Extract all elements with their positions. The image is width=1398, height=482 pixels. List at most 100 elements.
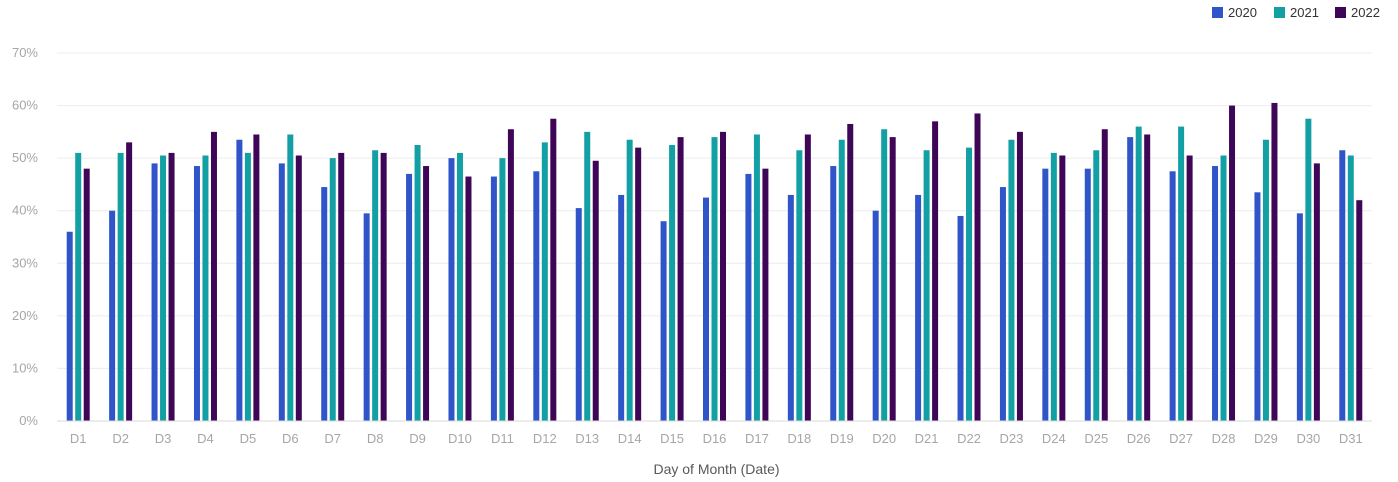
bar-2021-D12[interactable] xyxy=(541,142,548,421)
bar-2020-D4[interactable] xyxy=(193,166,200,421)
bar-2020-D7[interactable] xyxy=(321,187,328,421)
bar-2022-D29[interactable] xyxy=(1271,102,1278,421)
bar-2022-D7[interactable] xyxy=(338,152,345,421)
bar-2022-D1[interactable] xyxy=(83,168,90,421)
bar-2021-D24[interactable] xyxy=(1050,152,1057,421)
bar-2020-D3[interactable] xyxy=(151,163,158,421)
bar-2021-D3[interactable] xyxy=(160,155,167,421)
bar-2020-D19[interactable] xyxy=(830,166,837,421)
bar-2021-D30[interactable] xyxy=(1305,118,1312,422)
bar-2022-D22[interactable] xyxy=(974,113,981,422)
legend-label-2021[interactable]: 2021 xyxy=(1290,5,1319,20)
bar-2022-D16[interactable] xyxy=(720,131,726,422)
bar-2021-D4[interactable] xyxy=(202,155,209,421)
bar-2020-D9[interactable] xyxy=(406,173,413,421)
bar-2021-D10[interactable] xyxy=(456,152,463,421)
bar-2022-D13[interactable] xyxy=(592,160,599,421)
bar-2021-D25[interactable] xyxy=(1093,150,1100,421)
bar-2020-D25[interactable] xyxy=(1084,168,1091,421)
bar-2020-D22[interactable] xyxy=(957,215,964,421)
bar-2022-D21[interactable] xyxy=(932,121,939,421)
bar-2020-D17[interactable] xyxy=(745,173,752,421)
bar-2022-D12[interactable] xyxy=(550,118,557,422)
legend-label-2022[interactable]: 2022 xyxy=(1351,5,1380,20)
bar-2020-D27[interactable] xyxy=(1169,171,1176,421)
bar-2022-D31[interactable] xyxy=(1356,200,1363,421)
bar-2020-D13[interactable] xyxy=(575,208,582,421)
bar-2020-D6[interactable] xyxy=(278,163,285,421)
bar-2021-D19[interactable] xyxy=(838,139,845,422)
bar-2022-D17[interactable] xyxy=(762,168,769,421)
bar-2021-D29[interactable] xyxy=(1262,139,1269,422)
x-tick-label: D30 xyxy=(1296,431,1320,446)
bar-2021-D7[interactable] xyxy=(329,158,336,421)
bar-2022-D30[interactable] xyxy=(1313,163,1320,421)
bar-2020-D14[interactable] xyxy=(618,194,625,421)
bar-2020-D2[interactable] xyxy=(109,210,116,421)
bar-2022-D23[interactable] xyxy=(1016,131,1023,422)
bar-2021-D31[interactable] xyxy=(1347,155,1354,421)
bar-2021-D11[interactable] xyxy=(499,158,506,421)
bar-2021-D14[interactable] xyxy=(626,139,633,422)
bar-2020-D5[interactable] xyxy=(236,139,243,422)
bar-2021-D23[interactable] xyxy=(1008,139,1015,422)
bar-2021-D20[interactable] xyxy=(881,129,888,422)
bar-2020-D20[interactable] xyxy=(872,210,879,421)
bar-2020-D30[interactable] xyxy=(1296,213,1303,421)
bar-2022-D3[interactable] xyxy=(168,152,175,421)
bar-2021-D21[interactable] xyxy=(923,150,930,421)
bar-2020-D21[interactable] xyxy=(915,194,922,421)
y-tick-label: 40% xyxy=(12,203,38,218)
bar-2022-D26[interactable] xyxy=(1144,134,1151,422)
bar-2022-D11[interactable] xyxy=(507,129,514,422)
bar-2022-D18[interactable] xyxy=(804,134,811,422)
bar-2021-D18[interactable] xyxy=(796,150,803,421)
bar-2021-D22[interactable] xyxy=(966,147,973,421)
bar-2022-D14[interactable] xyxy=(635,147,642,421)
bar-2020-D12[interactable] xyxy=(533,171,540,421)
bar-2022-D25[interactable] xyxy=(1101,129,1108,422)
bar-2020-D11[interactable] xyxy=(490,176,497,421)
bar-2020-D29[interactable] xyxy=(1254,192,1261,421)
bar-2022-D15[interactable] xyxy=(677,137,684,422)
bar-2022-D27[interactable] xyxy=(1186,155,1193,421)
bar-2020-D28[interactable] xyxy=(1212,166,1219,421)
bar-2022-D9[interactable] xyxy=(423,166,430,421)
legend-label-2020[interactable]: 2020 xyxy=(1228,5,1257,20)
bar-2021-D17[interactable] xyxy=(753,134,760,422)
bar-2021-D6[interactable] xyxy=(287,134,294,422)
bar-2022-D24[interactable] xyxy=(1059,155,1066,421)
bar-2020-D26[interactable] xyxy=(1127,137,1134,422)
bar-2021-D13[interactable] xyxy=(584,131,591,422)
bar-2022-D10[interactable] xyxy=(465,176,472,421)
bar-2021-D15[interactable] xyxy=(669,145,676,421)
bar-2021-D28[interactable] xyxy=(1220,155,1227,421)
bar-2021-D26[interactable] xyxy=(1135,126,1142,421)
x-tick-label: D29 xyxy=(1254,431,1278,446)
bar-2022-D5[interactable] xyxy=(253,134,260,422)
bar-2020-D18[interactable] xyxy=(787,194,794,421)
bar-2020-D15[interactable] xyxy=(660,221,667,421)
y-tick-label: 20% xyxy=(12,308,38,323)
bar-2020-D16[interactable] xyxy=(703,197,709,421)
bar-2022-D20[interactable] xyxy=(889,137,896,422)
bar-2020-D10[interactable] xyxy=(448,158,455,421)
bar-2020-D1[interactable] xyxy=(66,231,73,421)
bar-2020-D24[interactable] xyxy=(1042,168,1049,421)
bar-2022-D6[interactable] xyxy=(295,155,302,421)
bar-2021-D27[interactable] xyxy=(1178,126,1185,421)
bar-2022-D19[interactable] xyxy=(847,123,854,421)
bar-2022-D4[interactable] xyxy=(210,131,217,422)
bar-2021-D2[interactable] xyxy=(117,152,124,421)
bar-2022-D28[interactable] xyxy=(1229,105,1236,421)
bar-2020-D23[interactable] xyxy=(999,187,1006,421)
bar-2021-D8[interactable] xyxy=(372,150,379,421)
bar-2022-D8[interactable] xyxy=(380,152,387,421)
bar-2020-D31[interactable] xyxy=(1339,150,1346,421)
bar-2021-D16[interactable] xyxy=(711,137,718,422)
bar-2021-D9[interactable] xyxy=(414,145,421,421)
bar-2022-D2[interactable] xyxy=(126,142,133,421)
bar-2020-D8[interactable] xyxy=(363,213,370,421)
bar-2021-D5[interactable] xyxy=(244,152,251,421)
bar-2021-D1[interactable] xyxy=(75,152,82,421)
